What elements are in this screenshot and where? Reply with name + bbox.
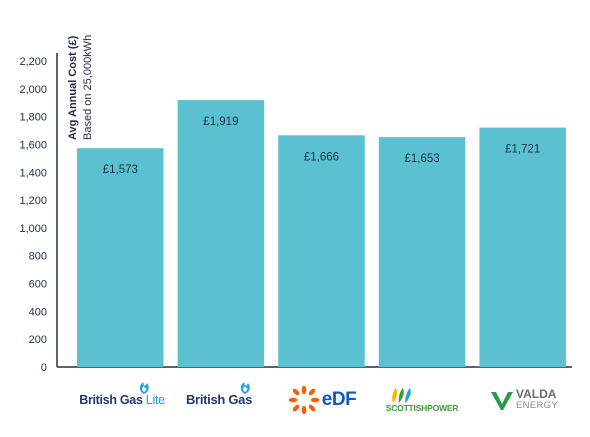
brand-name: British Gas [79,393,143,407]
y-tick-label: 1,200 [19,195,47,207]
y-tick-label: 1,800 [19,112,47,124]
flame-swirl-icon [240,382,250,394]
logo-valda-energy: VALDA ENERGY [484,380,564,420]
data-labels: £1,573 £1,919 £1,666 £1,653 £1,721 [103,116,541,176]
y-tick-label: 400 [29,306,47,318]
bar [177,100,265,367]
brand-subname: ENERGY [516,400,558,411]
y-tick-label: 2,000 [19,84,47,96]
y-tick-label: 0 [41,362,47,374]
y-tick-label: 600 [29,279,47,291]
flame-swirl-icon [140,382,149,394]
bar [479,127,566,367]
y-axis-ticks: 0 200 400 600 800 1,000 1,200 1,400 1,600 1,800 2,… [19,56,47,374]
brand-name: SCOTTISHPOWER [385,403,459,413]
y-axis-title: Avg Annual Cost (£) [67,35,79,140]
y-tick-label: 1,000 [19,223,47,235]
bar-value-label: £1,666 [304,151,339,163]
logo-british-gas: British Gas [176,380,262,420]
logo-british-gas-lite: British Gas Lite [74,380,170,420]
valda-v-icon [491,391,514,410]
edf-sun-icon [288,385,319,415]
bar-value-label: £1,721 [505,144,540,156]
power-leaves-icon [391,388,411,403]
y-axis-subtitle: Based on 25,000kWh [82,35,94,140]
brand-name: British Gas [185,392,253,407]
bars [77,100,566,367]
brand-name: eDF [321,389,357,410]
bar [278,135,365,367]
bar [378,137,466,367]
brand-name: VALDA [516,387,557,401]
y-tick-label: 1,400 [19,167,47,179]
bar-value-label: £1,919 [203,116,238,128]
y-tick-label: 1,600 [19,139,47,151]
brand-suffix: Lite [145,393,165,407]
bar-chart: 0 200 400 600 800 1,000 1,200 1,400 1,600 1,800 2,… [19,35,572,374]
bar-value-label: £1,573 [103,164,138,176]
y-tick-label: 2,200 [19,56,47,68]
logo-scottish-power: SCOTTISHPOWER [378,380,466,420]
y-tick-label: 800 [29,251,47,263]
bar-value-label: £1,653 [405,153,440,165]
bar [77,148,164,367]
logo-edf: eDF [282,380,362,420]
y-tick-label: 200 [29,334,47,346]
